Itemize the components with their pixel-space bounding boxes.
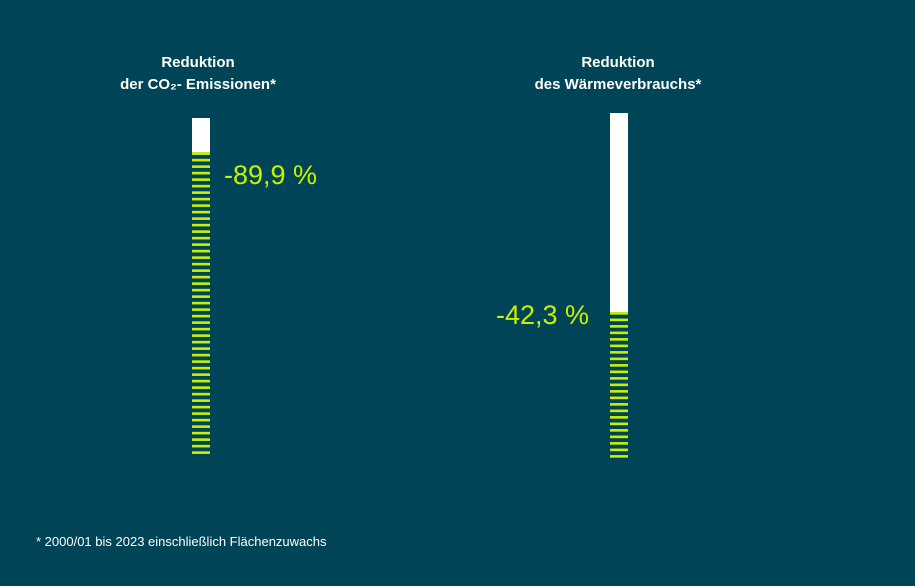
bar-segment-co2 (192, 308, 210, 311)
bar-segment-co2 (192, 184, 210, 188)
chart-title-heat: Reduktion des Wärmeverbrauchs* (498, 52, 738, 96)
bar-segment-heat (610, 370, 628, 374)
chart-title-heat-line-2: des Wärmeverbrauchs* (534, 76, 702, 93)
bar-segment-co2 (192, 418, 210, 422)
bar-segment-co2 (192, 360, 210, 363)
bar-segment-co2 (192, 249, 210, 253)
bar-segment-heat (610, 318, 628, 322)
bar-segment-heat (610, 344, 628, 348)
bar-segment-heat (610, 409, 628, 413)
bar-segment-co2 (192, 425, 210, 428)
bar-segment-co2 (192, 321, 210, 324)
bar-segment-co2 (192, 269, 210, 272)
bar-segment-heat (610, 396, 628, 400)
bar-segment-co2 (192, 282, 210, 285)
bar-segment-co2 (192, 314, 210, 318)
chart-title-heat-line-1: Reduktion (581, 54, 655, 71)
bar-segment-heat (610, 403, 628, 406)
bar-segment-co2 (192, 236, 210, 240)
bar-segment-heat (610, 331, 628, 335)
bar-segment-co2 (192, 217, 210, 220)
bar-segment-co2 (192, 347, 210, 350)
bar-segment-co2 (192, 412, 210, 415)
bar-segment-co2 (192, 262, 210, 266)
bar-segment-co2 (192, 399, 210, 402)
bar-segment-heat (610, 455, 628, 458)
bar-segment-co2 (192, 386, 210, 389)
bar-segment-co2 (192, 210, 210, 214)
bar-segment-heat (610, 422, 628, 426)
bar-segment-co2 (192, 327, 210, 331)
bar-segment-co2 (192, 152, 210, 155)
bar-remaining-co2 (192, 118, 210, 153)
bar-segment-heat (610, 325, 628, 328)
bar-segment-heat (610, 429, 628, 432)
chart-title-co2: Reduktion der CO₂- Emissionen* (78, 52, 318, 96)
bar-segment-heat (610, 442, 628, 445)
bar-segment-co2 (192, 275, 210, 279)
bar-segment-co2 (192, 295, 210, 298)
bar-segment-co2 (192, 197, 210, 201)
bar-segment-heat (610, 416, 628, 419)
bar-reduction-co2 (192, 152, 210, 454)
bar-segment-co2 (192, 230, 210, 233)
bar-segment-co2 (192, 191, 210, 194)
bar-segment-heat (610, 435, 628, 439)
bar-segment-heat (610, 448, 628, 452)
bar-segment-co2 (192, 256, 210, 259)
bar-segment-co2 (192, 438, 210, 441)
bar-segment-co2 (192, 431, 210, 435)
bar-segment-co2 (192, 178, 210, 181)
bar-segment-co2 (192, 405, 210, 409)
bar-segment-heat (610, 338, 628, 341)
bar-segment-co2 (192, 334, 210, 337)
bar-segment-heat (610, 364, 628, 367)
value-label-co2: -89,9 % (224, 160, 318, 190)
value-label-heat: -42,3 % (496, 300, 590, 330)
bar-segment-co2 (192, 171, 210, 175)
bar-segment-co2 (192, 165, 210, 168)
bar-segment-co2 (192, 392, 210, 396)
chart-title-co2-line-1: Reduktion (161, 54, 235, 71)
bar-reduction-heat (610, 312, 628, 458)
bar-segment-co2 (192, 301, 210, 305)
bar-segment-co2 (192, 204, 210, 207)
bar-remaining-heat (610, 113, 628, 313)
bar-segment-co2 (192, 340, 210, 344)
bar-segment-co2 (192, 288, 210, 292)
bar-segment-heat (610, 377, 628, 380)
bar-segment-heat (610, 390, 628, 393)
footnote: * 2000/01 bis 2023 einschließlich Fläche… (36, 534, 327, 549)
bar-segment-heat (610, 383, 628, 387)
bar-segment-co2 (192, 366, 210, 370)
bar-segment-co2 (192, 373, 210, 376)
bar-segment-heat (610, 351, 628, 354)
bar-segment-co2 (192, 158, 210, 162)
bar-segment-co2 (192, 451, 210, 454)
chart-title-co2-line-2: der CO₂- Emissionen* (120, 76, 276, 93)
bar-segment-heat (610, 312, 628, 315)
bar-segment-co2 (192, 223, 210, 227)
bar-segment-co2 (192, 379, 210, 383)
bar-segment-co2 (192, 444, 210, 448)
bar-segment-heat (610, 357, 628, 361)
bar-segment-co2 (192, 353, 210, 357)
bar-segment-co2 (192, 243, 210, 246)
